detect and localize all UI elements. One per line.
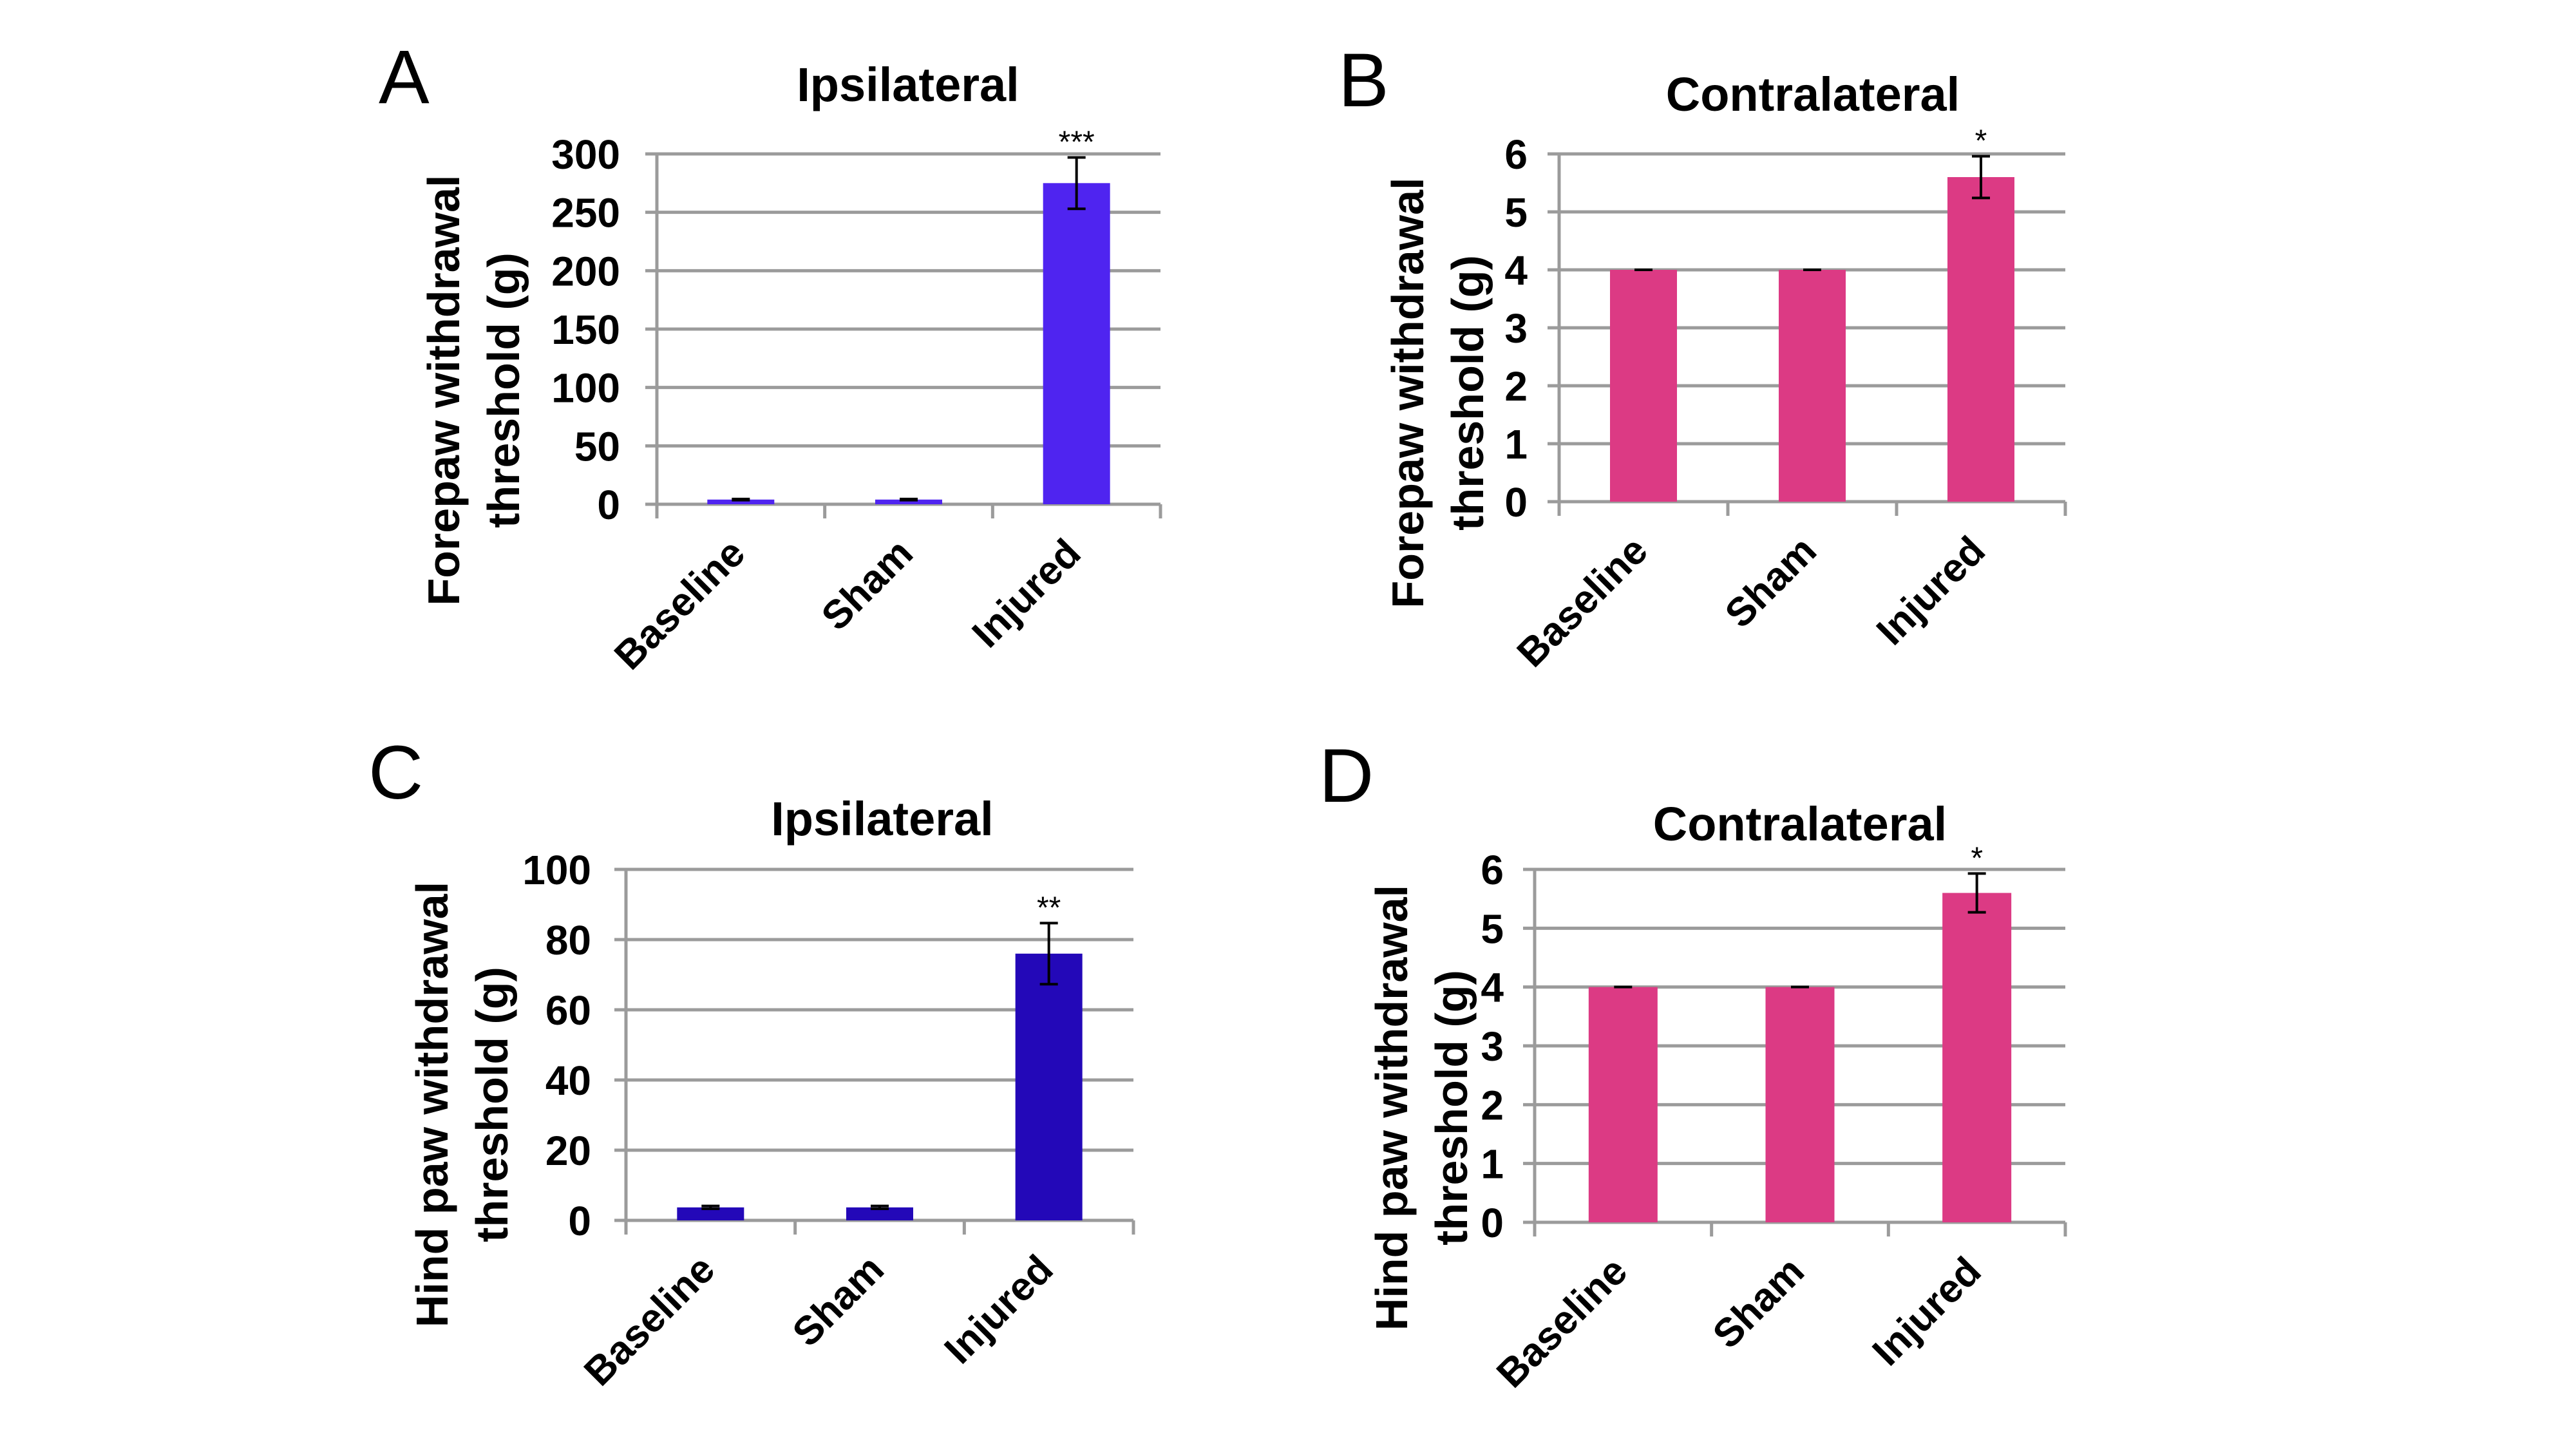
panel-a-y-tick-label: 100 (551, 365, 620, 412)
panel-letter-b: B (1338, 38, 1389, 123)
panel-a-y-title-line-1: Forepaw withdrawal (419, 175, 469, 606)
panel-a: A Ipsilateral Forepaw withdrawal thresho… (379, 35, 1162, 678)
panel-d-bar-injured (1942, 893, 2012, 1222)
panel-b-error-bars (1634, 155, 1990, 271)
panel-c-y-title-line-1: Hind paw withdrawal (407, 882, 457, 1327)
panel-c-significance-injured: ** (1037, 891, 1061, 925)
panel-d-significance: * (1971, 841, 1983, 875)
panel-c-error-bar-baseline (701, 1204, 720, 1211)
panel-c-bar-baseline (677, 1207, 744, 1220)
panel-d-bars (1588, 893, 2012, 1222)
panel-b-y-title-line-1: Forepaw withdrawal (1383, 178, 1433, 609)
panel-b-y-tick-label: 2 (1504, 363, 1528, 410)
panel-a-error-bars (732, 156, 1086, 502)
panel-d-y-tick-label: 2 (1481, 1082, 1504, 1128)
panel-d-y-title-line-2: threshold (g) (1426, 970, 1477, 1245)
panel-b-y-ticks: 0 1 2 3 4 5 6 (1504, 131, 1528, 526)
panel-a-title: Ipsilateral (797, 58, 1019, 111)
panel-b-error-bar-injured (1972, 155, 1990, 200)
panel-a-significance-injured: *** (1059, 125, 1095, 159)
panel-a-bar-injured (1043, 183, 1110, 504)
panel-a-error-bar-sham (900, 497, 918, 502)
panel-d-error-bar-injured (1967, 872, 1986, 914)
panel-b-bar-injured (1947, 177, 2014, 502)
panel-c-y-tick-label: 80 (545, 917, 591, 963)
panel-a-y-tick-label: 200 (551, 248, 620, 294)
panel-b-y-tick-label: 3 (1504, 305, 1528, 352)
panel-c-y-tick-label: 40 (545, 1057, 591, 1104)
panel-c-bar-injured (1015, 953, 1083, 1220)
panel-c-significance: ** (1037, 891, 1061, 925)
panel-b-y-tick-label: 0 (1504, 479, 1528, 526)
panel-a-y-ticks: 0 50 100 150 200 250 300 (551, 131, 620, 528)
panel-d-y-title-line-1: Hind paw withdrawal (1367, 885, 1417, 1331)
panel-a-significance: *** (1059, 125, 1095, 159)
panel-b-bar-sham (1779, 270, 1846, 502)
panel-d-y-tick-label: 0 (1481, 1200, 1504, 1246)
panel-d-bar-baseline (1588, 987, 1658, 1222)
panel-d-y-tick-label: 6 (1481, 847, 1504, 893)
panel-d-error-bars (1614, 872, 1986, 989)
panel-a-error-bar-baseline (732, 497, 750, 502)
panel-a-y-tick-label: 150 (551, 307, 620, 353)
panel-c-y-tick-label: 100 (522, 847, 591, 893)
panel-b-y-tick-label: 5 (1504, 189, 1528, 236)
panel-d-y-tick-label: 5 (1481, 905, 1504, 952)
panel-c-error-bar-injured (1039, 922, 1058, 986)
panel-c-y-tick-label: 60 (545, 987, 591, 1034)
panel-d-significance-injured: * (1971, 841, 1983, 875)
panel-a-bars (707, 183, 1110, 504)
panel-a-bar-baseline (707, 499, 775, 504)
panel-b-significance: * (1975, 124, 1987, 158)
panel-c-y-tick-label: 0 (568, 1198, 591, 1244)
panel-d-bar-sham (1765, 987, 1835, 1222)
panel-a-y-tick-label: 300 (551, 131, 620, 178)
panel-letter-d: D (1319, 734, 1374, 819)
panel-letter-c: C (368, 730, 423, 815)
panel-c-error-bar-sham (871, 1204, 889, 1211)
panel-b-bar-baseline (1610, 270, 1677, 502)
panel-a-bar-sham (875, 499, 942, 504)
panel-b-y-title-line-2: threshold (g) (1443, 255, 1493, 531)
panel-d-title: Contralateral (1653, 797, 1947, 851)
panel-a-y-tick-label: 250 (551, 190, 620, 236)
panel-c-title: Ipsilateral (771, 792, 994, 846)
panel-b-y-tick-label: 4 (1504, 247, 1528, 294)
panel-c-bar-sham (846, 1207, 913, 1220)
panel-b-title: Contralateral (1666, 68, 1960, 121)
panel-a-y-title-line-2: threshold (g) (478, 252, 529, 528)
panel-a-y-tick-label: 50 (574, 423, 620, 469)
panel-d-y-ticks: 0 1 2 3 4 5 6 (1481, 847, 1504, 1246)
panel-b-y-tick-label: 1 (1504, 421, 1528, 468)
panel-letter-a: A (379, 35, 430, 120)
panel-d-y-tick-label: 3 (1481, 1023, 1504, 1070)
panel-b-bars (1610, 177, 2014, 502)
panel-c-y-title-line-2: threshold (g) (467, 967, 517, 1242)
panel-c-bars (677, 953, 1083, 1220)
panel-c-y-tick-label: 20 (545, 1128, 591, 1174)
panel-c-error-bars (701, 922, 1058, 1211)
panel-a-y-tick-label: 0 (597, 482, 620, 528)
panel-d-y-tick-label: 4 (1481, 965, 1504, 1011)
panel-b-significance-injured: * (1975, 124, 1987, 158)
panel-a-error-bar-injured (1067, 156, 1086, 211)
panel-c-y-ticks: 0 20 40 60 80 100 (522, 847, 591, 1244)
panel-b-y-tick-label: 6 (1504, 131, 1528, 178)
panel-d-y-tick-label: 1 (1481, 1141, 1504, 1188)
